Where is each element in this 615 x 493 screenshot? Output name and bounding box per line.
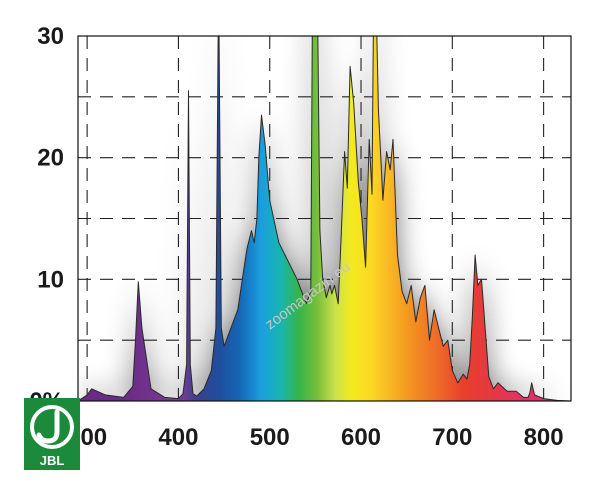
series-line <box>78 36 571 401</box>
x-tick-label: 500 <box>250 424 290 451</box>
plot-frame <box>77 35 572 402</box>
y-tick-label: 30 <box>37 23 64 50</box>
y-tick-label: 10 <box>37 266 64 293</box>
x-tick-label: 700 <box>432 424 472 451</box>
jbl-logo-ring-icon <box>30 405 74 449</box>
y-tick-label: 20 <box>37 145 64 172</box>
spectrum-area-layer <box>78 36 571 401</box>
x-tick-label: 800 <box>524 424 564 451</box>
x-tick-label: 600 <box>341 424 381 451</box>
x-tick-label: 400 <box>158 424 198 451</box>
x-axis-ticks: 300 400 500 600 700 800 <box>67 424 564 451</box>
jbl-logo-j-icon <box>36 409 60 444</box>
jbl-logo-brand: JBL <box>40 453 65 468</box>
jbl-logo: JBL <box>24 398 80 470</box>
series-area <box>78 36 571 401</box>
